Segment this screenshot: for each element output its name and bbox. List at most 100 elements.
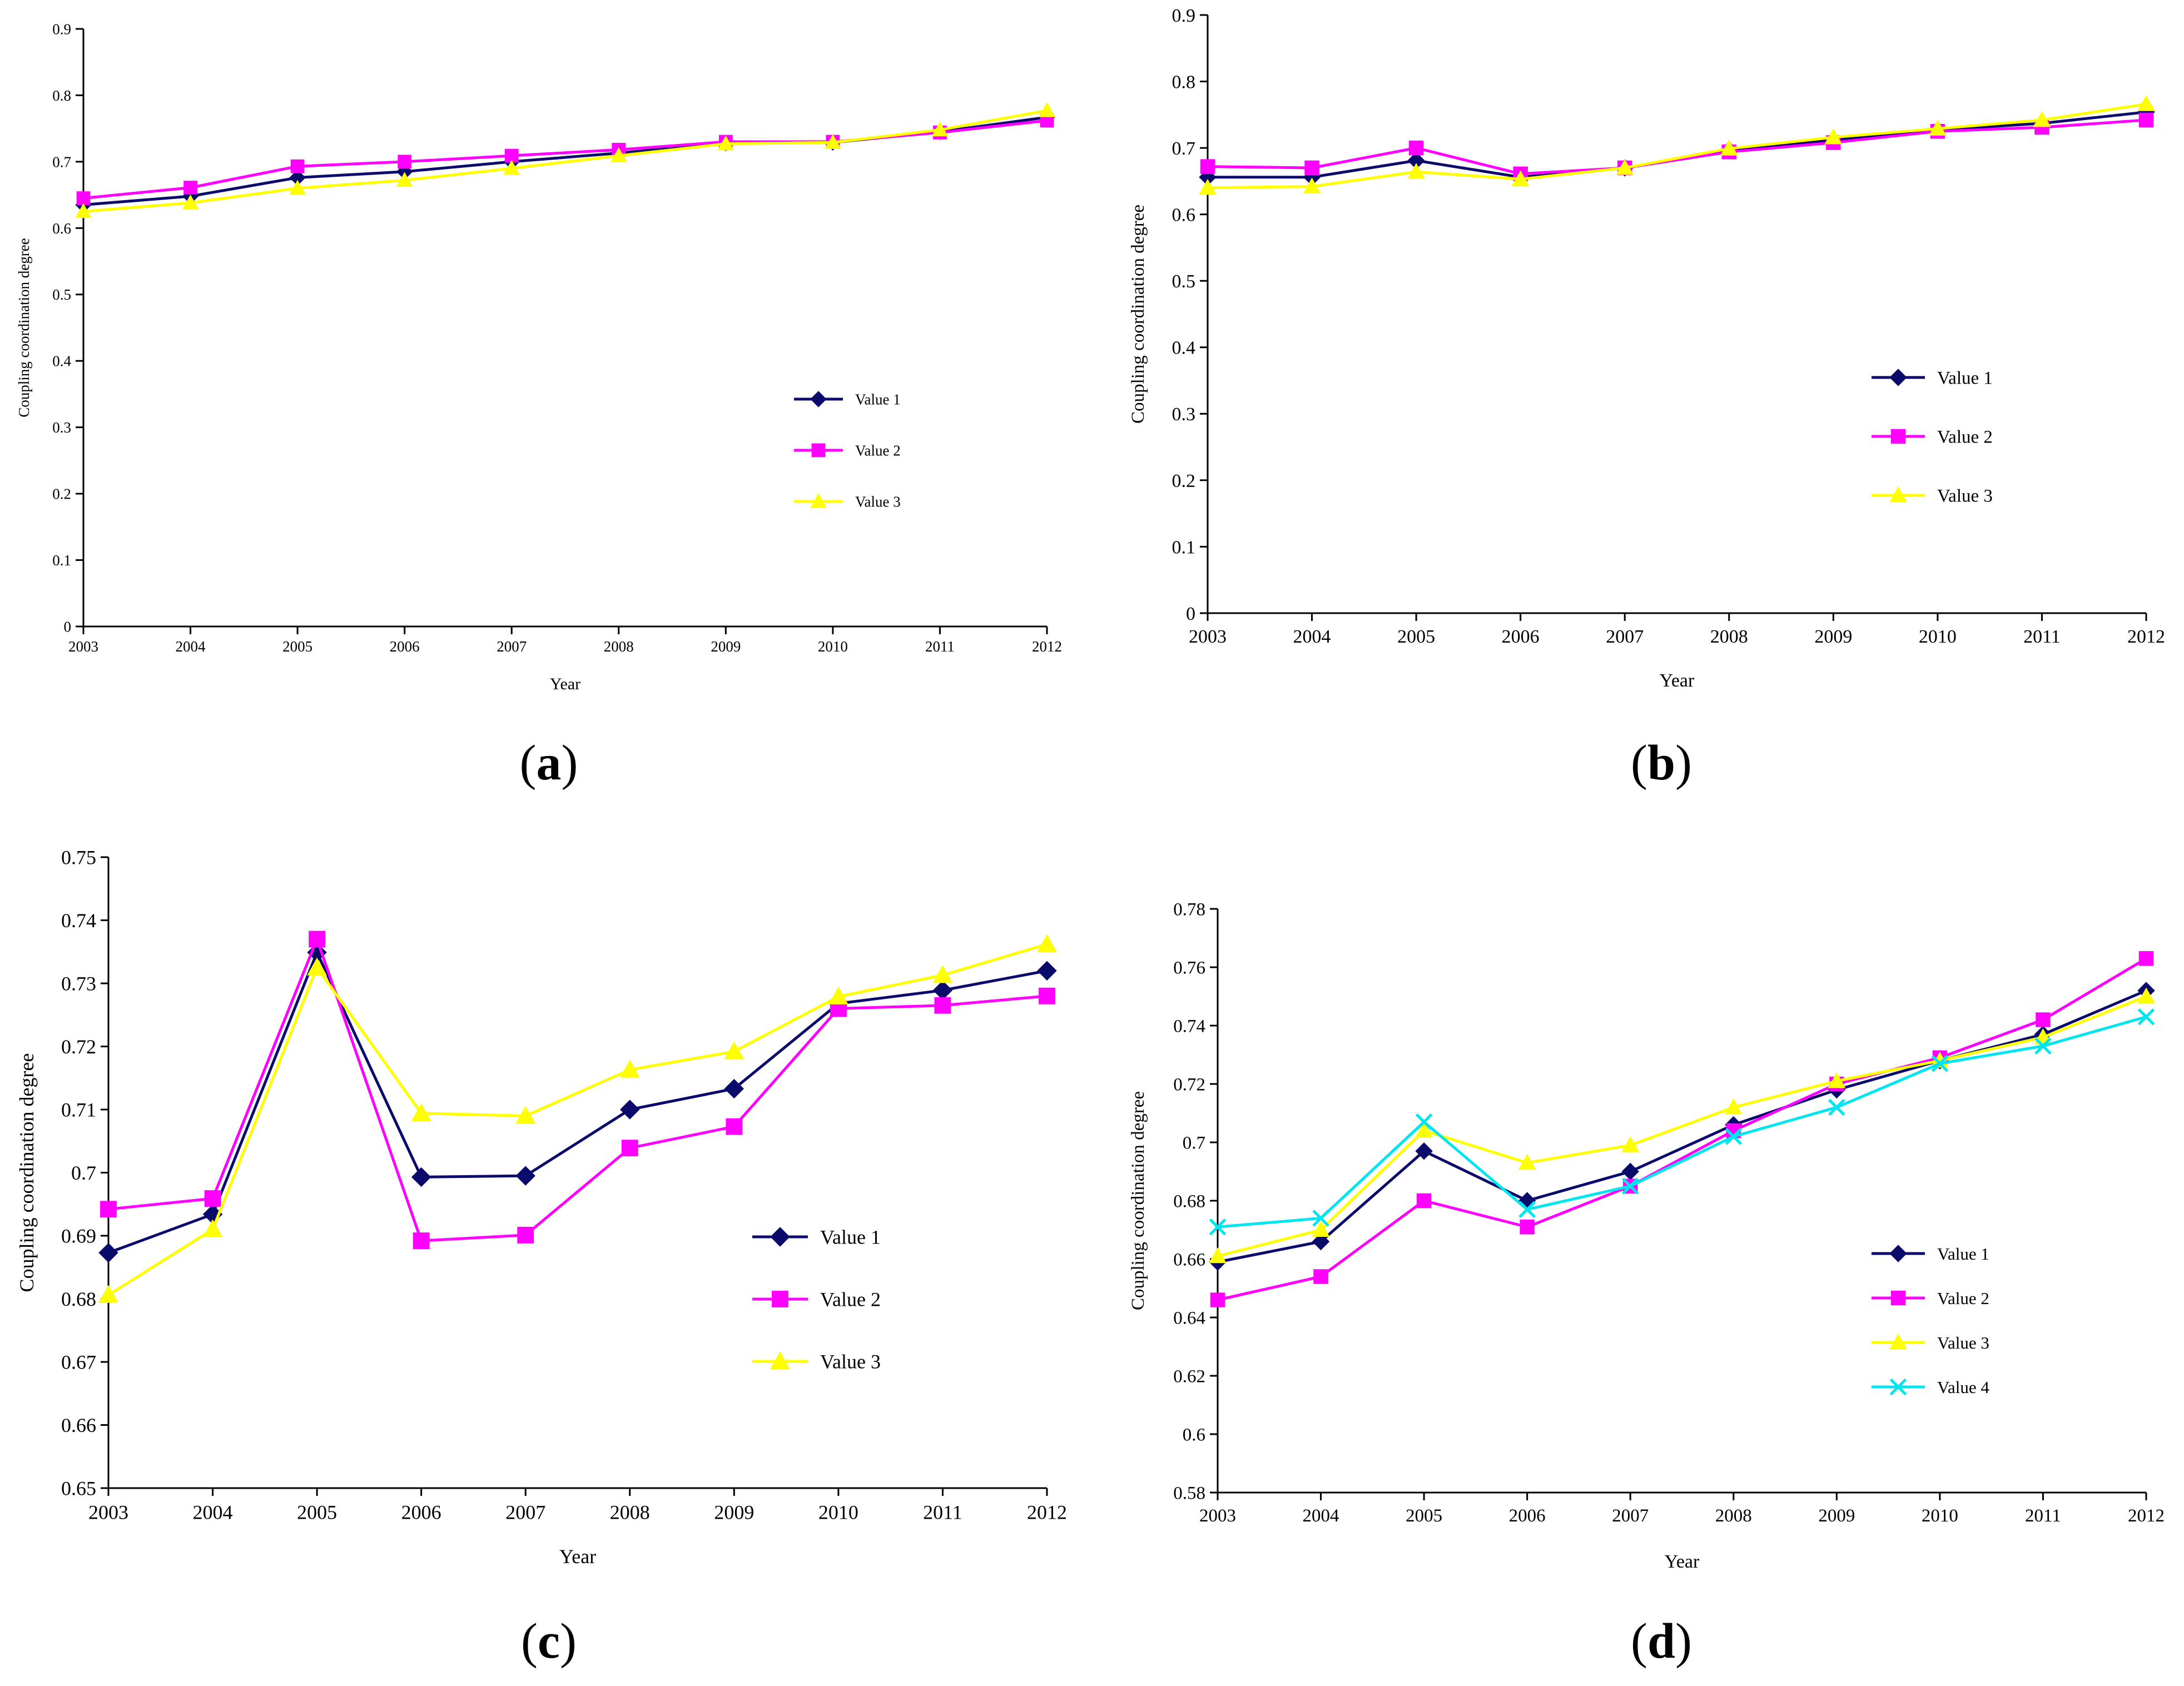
- data-point-b-3-4: [1616, 158, 1634, 175]
- series-line-d-4: [1217, 1015, 2147, 1229]
- x-tick-label-d-2: 2005: [1406, 1506, 1442, 1526]
- data-point-d-2-3: [1520, 1220, 1535, 1235]
- panel-label-a: (a): [520, 735, 578, 790]
- data-point-d-3-1: [1312, 1221, 1330, 1237]
- data-point-a-2-1: [183, 181, 197, 195]
- data-point-d-3-2: [1415, 1121, 1433, 1138]
- y-axis-ticks-d: 0.58 0.6 0.62 0.64 0.66 0.68 0.7 0.72 0.74 0.76 0.…: [1173, 900, 1218, 1504]
- data-point-c-3-1: [202, 1219, 223, 1237]
- y-tick-label-d-6: 0.7: [1183, 1133, 1205, 1153]
- series-line-d-2: [1217, 957, 2147, 1301]
- panel-label-d-letter: d: [1647, 1614, 1675, 1669]
- legend-marker-d-3: [1889, 1333, 1907, 1350]
- data-point-d-1-1: [1312, 1232, 1330, 1251]
- series-line-d-3: [1217, 995, 2147, 1258]
- data-point-b-3-8: [2033, 111, 2051, 127]
- data-point-d-2-8: [2036, 1012, 2051, 1027]
- data-point-c-3-2: [307, 957, 327, 976]
- x-tick-label-b-2: 2005: [1397, 626, 1435, 647]
- y-axis-ticks-b: 0 0.1 0.2 0.3 0.4 0.5 0.6 0.7 0.8 0.9: [1172, 6, 1208, 624]
- x-tick-label-a-8: 2011: [925, 638, 955, 655]
- data-point-c-3-0: [98, 1285, 118, 1303]
- x-tick-label-a-3: 2006: [390, 638, 420, 655]
- data-point-d-4-9: [2137, 1008, 2155, 1026]
- data-point-d-3-5: [1724, 1098, 1743, 1115]
- data-point-c-2-2: [309, 931, 326, 948]
- y-tick-label-c-5: 0.7: [71, 1162, 96, 1184]
- y-tick-label-a-5: 0.5: [52, 286, 71, 303]
- data-point-a-3-4: [503, 160, 520, 175]
- data-point-a-3-1: [182, 194, 199, 210]
- legend-marker-a-2: [811, 443, 826, 457]
- y-tick-label-d-8: 0.74: [1173, 1017, 1205, 1037]
- legend-label-a-1: Value 1: [855, 391, 901, 407]
- data-point-a-3-2: [289, 180, 306, 195]
- data-point-d-3-3: [1518, 1153, 1536, 1170]
- x-tick-label-b-9: 2012: [2127, 626, 2165, 647]
- legend-marker-d-4: [1889, 1378, 1907, 1396]
- x-tick-label-d-1: 2004: [1303, 1506, 1339, 1526]
- y-tick-label-c-1: 0.66: [61, 1414, 96, 1436]
- y-axis-label-a: Coupling coordination degree: [16, 238, 32, 417]
- x-tick-label-c-1: 2004: [193, 1501, 233, 1523]
- data-point-b-2-1: [1304, 160, 1319, 176]
- y-axis-ticks-a: 0 0.1 0.2 0.3 0.4 0.5 0.6 0.7 0.8 0.9: [52, 21, 83, 635]
- series-line-d-1: [1217, 989, 2147, 1264]
- x-axis-ticks-b: 2003 2004 2005 2006 2007 2008 2009 2010 2011 2012: [1189, 613, 2165, 647]
- x-tick-label-d-0: 2003: [1199, 1506, 1236, 1526]
- legend-label-c-3: Value 3: [820, 1351, 881, 1373]
- data-point-b-3-6: [1824, 128, 1843, 145]
- y-tick-label-d-10: 0.78: [1173, 900, 1205, 920]
- y-tick-label-b-9: 0.9: [1172, 6, 1196, 26]
- x-axis-label-b: Year: [1660, 670, 1695, 691]
- y-axis-label-b: Coupling coordination degree: [1128, 205, 1148, 424]
- legend-label-c-2: Value 2: [820, 1289, 881, 1311]
- y-tick-label-b-6: 0.6: [1172, 205, 1196, 226]
- x-tick-label-c-7: 2010: [818, 1501, 858, 1523]
- data-point-a-2-0: [76, 191, 91, 205]
- data-point-d-4-6: [1828, 1098, 1845, 1116]
- y-tick-label-c-2: 0.67: [61, 1351, 96, 1374]
- data-point-b-3-2: [1407, 163, 1425, 179]
- legend-a: Value 1 Value 2 Value 3: [794, 391, 901, 510]
- y-tick-label-c-4: 0.69: [61, 1225, 96, 1247]
- data-point-b-3-0: [1199, 178, 1217, 195]
- x-tick-label-d-8: 2011: [2025, 1506, 2061, 1526]
- data-point-c-1-5: [620, 1100, 640, 1120]
- panel-label-a-letter: a: [537, 735, 562, 790]
- x-tick-label-b-0: 2003: [1189, 626, 1227, 647]
- x-tick-label-c-6: 2009: [714, 1501, 754, 1523]
- data-point-d-3-9: [2137, 987, 2155, 1003]
- data-point-c-1-0: [98, 1242, 118, 1263]
- legend-marker-b-2: [1890, 429, 1906, 444]
- data-point-d-3-0: [1209, 1247, 1227, 1264]
- chart-panel-a: 00.10.20.30.40.50.60.70.80.9 2003 2004 200…: [16, 21, 1062, 790]
- y-tick-label-c-3: 0.68: [61, 1288, 96, 1310]
- legend-marker-a-3: [810, 493, 827, 508]
- data-point-a-3-6: [717, 135, 734, 151]
- data-point-b-3-3: [1511, 170, 1530, 186]
- data-point-c-2-4: [517, 1226, 534, 1244]
- chart-panel-b: 00.10.20.30.40.50.60.70.80.9 2003 2004 200…: [1128, 6, 2165, 790]
- x-axis-label-a: Year: [550, 675, 580, 693]
- data-point-d-2-1: [1313, 1269, 1328, 1284]
- data-point-b-2-2: [1408, 140, 1424, 156]
- x-tick-label-d-3: 2006: [1509, 1506, 1546, 1526]
- data-point-c-2-9: [1039, 987, 1055, 1004]
- y-axis-label-d: Coupling coordination degree: [1128, 1091, 1148, 1310]
- data-point-d-4-0: [1209, 1218, 1227, 1236]
- x-tick-label-b-6: 2009: [1814, 626, 1852, 647]
- data-point-d-4-2: [1415, 1113, 1433, 1131]
- chart-panel-c: 0.65 0.66 0.67 0.68 0.69 0.7 0.71 0.72 0.73 0.74 0…: [16, 847, 1067, 1669]
- y-tick-label-a-3: 0.3: [52, 419, 71, 436]
- legend-marker-b-3: [1889, 486, 1907, 503]
- series-group-b: [1199, 95, 2155, 195]
- x-tick-label-c-5: 2008: [610, 1501, 650, 1523]
- data-point-a-3-3: [396, 172, 413, 187]
- data-point-c-2-8: [934, 997, 951, 1014]
- data-point-a-2-2: [290, 159, 305, 173]
- data-point-c-2-0: [100, 1201, 117, 1218]
- series-line-c-1: [108, 951, 1048, 1254]
- x-tick-label-c-4: 2007: [505, 1501, 545, 1523]
- data-point-c-2-6: [726, 1118, 743, 1135]
